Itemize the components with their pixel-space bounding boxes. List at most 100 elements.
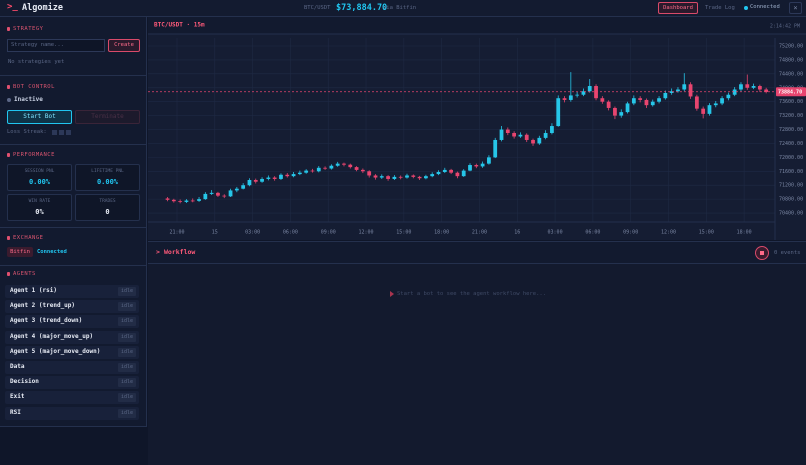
candle-body [493,139,498,158]
pair: BTC/USDT [304,5,331,11]
candle-body [739,84,743,90]
exchange-badge: Bitfin [7,247,33,257]
x-tick-label: 09:00 [623,230,638,236]
x-tick-label: 15 [212,230,218,236]
stat-label: TRADES [99,199,116,204]
workflow-title: Workflow [164,248,196,256]
y-tick-label: 70800.00 [779,197,803,203]
workflow-header [148,242,806,264]
candle-body [575,94,580,96]
stat-card: LIFETIME PNL 0.00% [75,164,140,191]
agent-status: idle [118,332,136,342]
candle-body [455,172,460,177]
stat-label: LIFETIME PNL [91,169,124,174]
stat-value: 0 [105,208,110,216]
agent-status: idle [118,393,136,403]
agent-name: Exit [10,393,25,401]
candle-body [568,95,573,100]
section-title: PERFORMANCE [13,152,55,158]
candle-body [518,134,523,137]
x-tick-label: 15:00 [396,230,411,236]
candle-body [663,92,668,99]
divider [0,227,146,228]
y-tick-label: 73600.00 [779,99,803,105]
dashboard-button[interactable]: Dashboard [658,2,698,14]
candle-body [411,175,416,177]
stat-card: SESSION PNL 0.00% [7,164,72,191]
candle-body [304,170,309,173]
status-dot [744,6,748,10]
x-tick-label: 09:00 [321,230,336,236]
y-tick-label: 75200.00 [779,44,803,50]
y-tick-label: 74800.00 [779,57,803,63]
candle-body [405,175,409,178]
sound-icon [760,251,764,255]
x-tick-label: 21:00 [169,230,184,236]
candle-body [550,126,554,134]
close-button[interactable]: × [789,2,802,14]
candle-body [688,84,693,97]
candle-body [524,134,529,140]
candle-body [392,176,397,179]
y-tick-label: 71600.00 [779,169,803,175]
stat-card: WIN RATE 0% [7,194,72,221]
candle-body [619,112,624,116]
candle-body [367,171,372,176]
candle-body [606,101,611,108]
candle-body [461,170,466,177]
start-button[interactable]: Start Bot [7,110,72,124]
divider [0,265,146,266]
axes: 75200.0074800.0074400.0074000.0073600.00… [148,38,806,240]
stat-value: 0% [35,208,44,216]
candle-body [184,200,189,202]
candle-body [222,195,227,197]
candle-body [190,200,195,202]
top-bar: >_ Algomize BTC/USDT $73,884.70 via Bitf… [0,0,806,17]
status-dot [7,98,11,102]
status: Connected [750,4,780,10]
candle-body [512,133,517,137]
agent-status: idle [118,347,136,357]
candle-body [342,163,346,165]
agent-status: idle [118,302,136,312]
candle-body [316,167,321,172]
agent-status: idle [118,287,136,296]
candle-body [253,179,258,182]
stat-label: SESSION PNL [24,169,55,174]
x-tick-label: 12:00 [359,230,374,236]
trade-log-link[interactable]: Trade Log [705,5,735,11]
candle-body [209,192,214,194]
x-tick-label: 18:00 [737,230,752,236]
x-tick-label: 21:00 [472,230,487,236]
candle-body [638,98,643,100]
candle-body [424,176,428,179]
agent-row: Decision idle [5,376,139,390]
terminate-button[interactable]: Terminate [75,110,140,124]
workflow-prompt: > [156,248,160,256]
icon [7,85,10,89]
workflow-empty: Start a bot to see the agent workflow he… [397,291,547,297]
agent-name: RSI [10,408,21,416]
x-tick-label: 03:00 [245,230,260,236]
candle-body [701,108,706,114]
stat-card: TRADES 0 [75,194,140,221]
source: via Bitfin [383,5,417,11]
y-tick-label: 72000.00 [779,155,803,161]
candle-body [386,176,390,179]
strategy-input[interactable]: Strategy name... [7,39,105,52]
section-title: AGENTS [13,271,36,277]
candle-body [720,98,724,104]
icon [7,27,10,31]
agent-status: idle [118,363,136,372]
candle-body [631,98,636,104]
y-tick-label: 73200.00 [779,113,803,119]
candle-body [285,174,290,177]
create-button[interactable]: Create [108,39,140,52]
candle-body [348,164,353,168]
agent-status: idle [118,378,136,388]
agent-name: Decision [10,378,39,386]
candle-body [398,176,403,178]
loss-streak-label: Loss Streak: [7,129,47,135]
candle-body [726,94,731,99]
